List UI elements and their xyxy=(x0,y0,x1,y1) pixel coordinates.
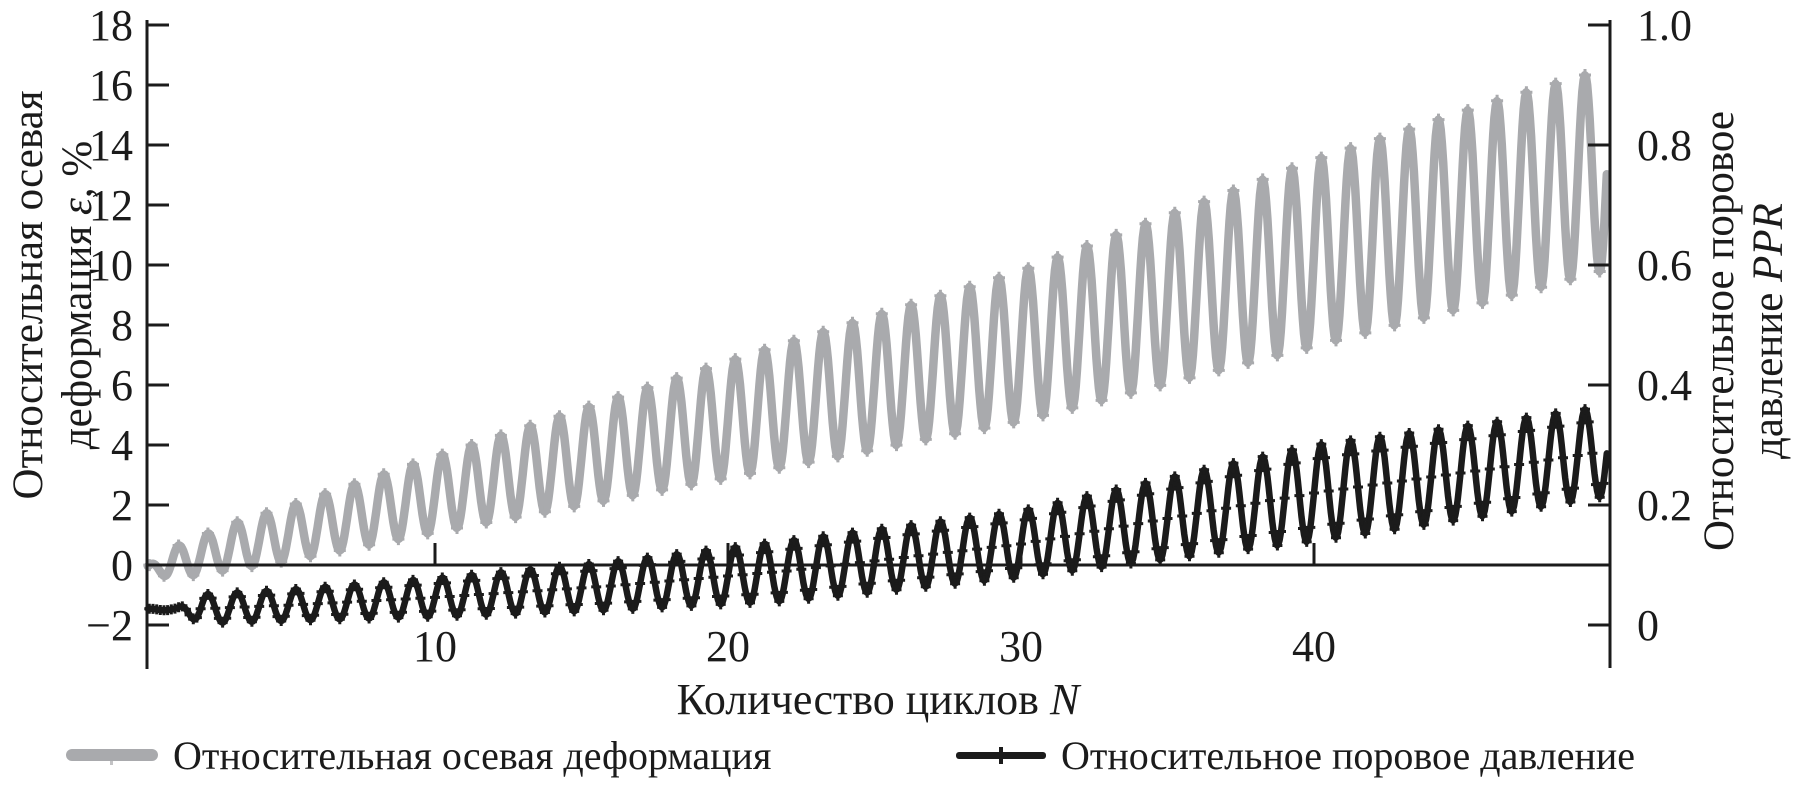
left-axis-title-text2: деформация xyxy=(54,215,101,450)
legend-swatch-strain-line xyxy=(66,749,158,765)
x-axis-title: Количество циклов N xyxy=(578,675,1178,725)
x-tick-label: 40 xyxy=(1292,622,1336,671)
right-tick-label: 0.4 xyxy=(1637,361,1692,410)
left-tick-label: 6 xyxy=(111,361,133,410)
left-tick-label: 2 xyxy=(111,481,133,530)
x-tick-label: 10 xyxy=(413,622,457,671)
left-axis-epsilon-symbol: ε xyxy=(54,198,101,216)
left-axis-title-line1: Относительная осевая xyxy=(4,0,53,645)
right-tick-label: 0.6 xyxy=(1637,241,1692,290)
left-axis-title: Относительная осевая деформация ε, % xyxy=(4,0,102,645)
left-tick-label: 4 xyxy=(111,421,133,470)
x-axis-title-text: Количество циклов xyxy=(676,675,1050,724)
right-tick-label: 1.0 xyxy=(1637,1,1692,50)
left-tick-label: 14 xyxy=(89,121,133,170)
legend-label-strain: Относительная осевая деформация xyxy=(173,732,772,778)
left-tick-label: 10 xyxy=(89,241,133,290)
left-tick-label: 0 xyxy=(111,541,133,590)
x-tick-label: 20 xyxy=(706,622,750,671)
right-tick-label: 0.8 xyxy=(1637,121,1692,170)
legend-item-strain: Относительная осевая деформация xyxy=(66,729,771,781)
left-tick-label: 12 xyxy=(89,181,133,230)
left-tick-label: 18 xyxy=(89,1,133,50)
right-axis-title-text1: Относительное поровое xyxy=(1696,111,1743,551)
left-axis-title-line2: деформация ε, % xyxy=(53,0,102,645)
left-axis-units: , % xyxy=(54,140,101,199)
right-tick-label: 0.2 xyxy=(1637,481,1692,530)
legend-swatch-ppr-line xyxy=(956,746,1046,764)
x-tick-label: 30 xyxy=(999,622,1043,671)
x-axis-n-symbol: N xyxy=(1049,675,1080,724)
left-tick-label: 8 xyxy=(111,301,133,350)
right-axis-title: Относительное поровое давление PPR xyxy=(1695,0,1793,681)
series-ppr xyxy=(144,404,1611,628)
left-axis-title-text1: Относительная осевая xyxy=(5,90,52,500)
right-axis-ppr-symbol: PPR xyxy=(1745,203,1792,282)
legend-label-ppr: Относительное поровое давление xyxy=(1061,732,1636,778)
right-tick-label: 0 xyxy=(1637,601,1659,650)
right-axis-title-line2: давление PPR xyxy=(1744,0,1793,681)
right-axis-title-text2: давление xyxy=(1745,281,1792,459)
left-tick-label: 16 xyxy=(89,61,133,110)
legend-item-ppr: Относительное поровое давление xyxy=(956,729,1635,781)
left-tick-label: −2 xyxy=(86,601,133,650)
right-axis-title-line1: Относительное поровое xyxy=(1695,0,1744,681)
